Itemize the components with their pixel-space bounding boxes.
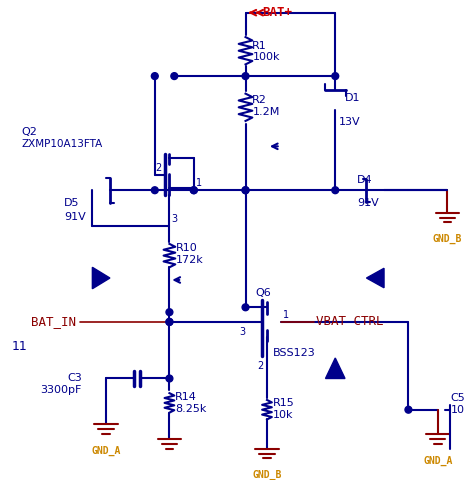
Text: BSS123: BSS123 — [273, 348, 315, 358]
Text: 13V: 13V — [339, 117, 361, 127]
Circle shape — [332, 72, 339, 80]
Text: C3: C3 — [67, 373, 82, 384]
Text: 2: 2 — [156, 163, 162, 173]
Text: D4: D4 — [357, 176, 372, 185]
Circle shape — [166, 319, 173, 325]
Text: VBAT CTRL: VBAT CTRL — [316, 315, 383, 328]
Circle shape — [242, 187, 249, 193]
Circle shape — [242, 187, 249, 193]
Text: Q6: Q6 — [255, 288, 271, 298]
Text: C5: C5 — [450, 393, 465, 403]
Text: R10: R10 — [176, 243, 198, 253]
Text: 3: 3 — [239, 327, 245, 336]
Text: D1: D1 — [345, 93, 360, 103]
Circle shape — [166, 319, 173, 325]
Circle shape — [190, 187, 197, 193]
Circle shape — [166, 375, 173, 382]
Circle shape — [190, 187, 197, 193]
Text: BAT+: BAT+ — [262, 6, 292, 19]
Circle shape — [151, 72, 158, 80]
Text: GND_B: GND_B — [433, 234, 462, 244]
Text: R15: R15 — [273, 398, 295, 408]
Text: GND_A: GND_A — [91, 446, 121, 456]
Circle shape — [151, 187, 158, 193]
Text: 172k: 172k — [176, 255, 204, 265]
Text: 91V: 91V — [358, 198, 379, 208]
Text: R2: R2 — [252, 96, 267, 106]
Polygon shape — [367, 268, 384, 288]
Text: 2: 2 — [257, 361, 263, 371]
Text: 8.25k: 8.25k — [175, 404, 207, 414]
Text: D5: D5 — [64, 198, 79, 208]
Text: 3300pF: 3300pF — [40, 385, 82, 395]
Text: BAT_IN: BAT_IN — [31, 315, 76, 328]
Text: 3: 3 — [172, 215, 178, 225]
Circle shape — [332, 187, 339, 193]
Text: 10: 10 — [450, 405, 464, 415]
Circle shape — [171, 72, 178, 80]
Text: Q2: Q2 — [21, 127, 37, 137]
Polygon shape — [93, 267, 110, 289]
Circle shape — [242, 304, 249, 311]
Text: GND_A: GND_A — [423, 456, 453, 466]
Circle shape — [405, 406, 412, 413]
Text: R1: R1 — [252, 41, 267, 51]
Text: 100k: 100k — [252, 51, 280, 61]
Text: 1.2M: 1.2M — [252, 107, 280, 117]
Text: 11: 11 — [11, 340, 27, 353]
Text: 10k: 10k — [273, 409, 293, 420]
Text: 1: 1 — [282, 310, 289, 320]
Circle shape — [242, 72, 249, 80]
Text: 1: 1 — [196, 179, 202, 188]
Polygon shape — [326, 358, 345, 379]
Circle shape — [166, 309, 173, 315]
Text: R14: R14 — [175, 392, 197, 402]
Text: 91V: 91V — [64, 212, 86, 222]
Text: ZXMP10A13FTA: ZXMP10A13FTA — [21, 139, 102, 149]
Text: GND_B: GND_B — [252, 470, 282, 480]
